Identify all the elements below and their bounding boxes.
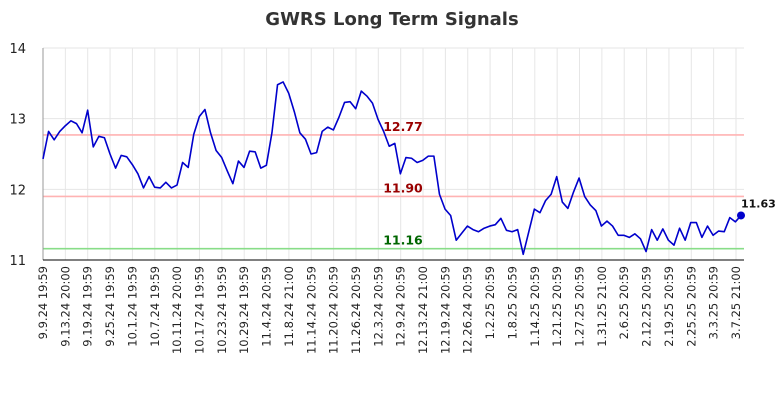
x-tick-label: 1.2.25 20:59	[483, 266, 497, 339]
y-tick-label: 13	[9, 113, 26, 128]
x-tick-label: 12.26.24 20:59	[461, 266, 475, 354]
level-label: 11.90	[383, 180, 423, 195]
x-tick-label: 1.27.25 20:59	[573, 266, 587, 347]
x-tick-label: 1.31.25 21:00	[595, 266, 609, 347]
x-tick-label: 3.7.25 21:00	[729, 266, 743, 339]
x-tick-label: 9.13.24 20:00	[58, 266, 72, 347]
x-tick-label: 3.3.25 20:59	[707, 266, 721, 339]
x-tick-label: 1.21.25 20:59	[550, 266, 564, 347]
axes	[42, 48, 744, 261]
signal-levels: 12.77 11.90 11.16	[43, 119, 744, 250]
x-tick-label: 11.26.24 20:59	[349, 266, 363, 354]
x-tick-label: 9.25.24 19:59	[103, 266, 117, 347]
x-tick-label: 9.19.24 19:59	[81, 266, 95, 347]
x-tick-label: 11.20.24 20:59	[327, 266, 341, 354]
x-tick-label: 10.11.24 20:00	[170, 266, 184, 354]
y-tick-label: 12	[9, 183, 26, 198]
x-tick-label: 1.8.25 20:59	[505, 266, 519, 339]
x-tick-label: 10.29.24 19:59	[237, 266, 251, 354]
last-value-dot	[737, 211, 745, 220]
x-tick-label: 12.3.24 20:59	[371, 266, 385, 347]
level-label: 11.16	[383, 233, 423, 248]
x-tick-label: 11.4.24 20:59	[260, 266, 274, 347]
x-tick-label: 10.17.24 19:59	[192, 266, 206, 354]
y-tick-label: 11	[9, 254, 26, 269]
x-tick-label: 12.13.24 21:00	[416, 266, 430, 354]
x-tick-label: 12.19.24 20:59	[438, 266, 452, 354]
x-tick-label: 2.6.25 20:59	[617, 266, 631, 339]
x-tick-label: 10.1.24 19:59	[125, 266, 139, 347]
x-tick-label: 2.25.25 20:59	[684, 266, 698, 347]
x-tick-label: 11.8.24 21:00	[282, 266, 296, 347]
x-axis-ticks: 9.9.24 19:59 9.13.24 20:00 9.19.24 19:59 9.…	[36, 266, 743, 354]
price-line	[42, 81, 742, 256]
y-axis-ticks: 11 12 13 14	[9, 42, 26, 269]
last-value-marker: 11.63	[737, 197, 776, 220]
x-tick-label: 9.9.24 19:59	[36, 266, 50, 339]
x-tick-label: 2.19.25 20:59	[662, 266, 676, 347]
x-tick-label: 2.12.25 20:59	[640, 266, 654, 347]
x-tick-label: 12.9.24 20:59	[394, 266, 408, 347]
price-series	[42, 81, 742, 256]
y-tick-label: 14	[9, 42, 26, 57]
x-tick-label: 11.14.24 20:59	[304, 266, 318, 354]
level-label: 12.77	[383, 119, 423, 134]
x-tick-label: 10.7.24 19:59	[148, 266, 162, 347]
chart-title: GWRS Long Term Signals	[265, 9, 518, 30]
last-value-label: 11.63	[741, 197, 776, 210]
x-tick-label: 10.23.24 19:59	[215, 266, 229, 354]
x-tick-label: 1.14.25 20:59	[528, 266, 542, 347]
grid	[42, 47, 744, 261]
